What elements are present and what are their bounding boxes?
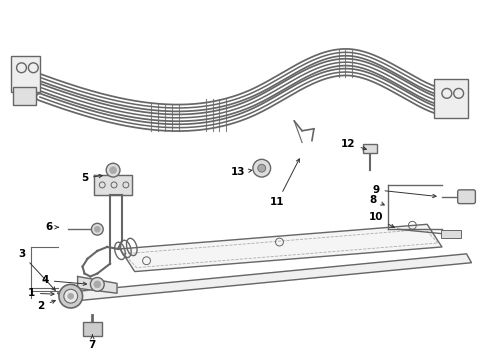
Text: 1: 1 (28, 288, 54, 298)
Polygon shape (120, 224, 442, 271)
Circle shape (258, 164, 266, 172)
FancyBboxPatch shape (82, 322, 102, 336)
FancyBboxPatch shape (458, 190, 475, 204)
Polygon shape (77, 276, 117, 293)
Text: 12: 12 (341, 139, 367, 150)
Circle shape (94, 281, 101, 288)
Text: 3: 3 (18, 249, 55, 291)
Text: 4: 4 (42, 275, 87, 285)
Text: 2: 2 (38, 300, 55, 311)
Circle shape (253, 159, 270, 177)
Text: 10: 10 (368, 212, 394, 228)
Circle shape (91, 278, 104, 291)
FancyBboxPatch shape (363, 144, 377, 153)
Text: 13: 13 (231, 167, 252, 177)
Circle shape (95, 226, 100, 232)
Text: 7: 7 (89, 335, 96, 350)
FancyBboxPatch shape (13, 87, 36, 105)
Text: 11: 11 (270, 159, 299, 207)
Circle shape (106, 163, 120, 177)
Text: 6: 6 (46, 222, 58, 232)
Circle shape (68, 293, 74, 299)
Polygon shape (58, 254, 471, 302)
Text: 9: 9 (372, 185, 436, 198)
Circle shape (92, 223, 103, 235)
Polygon shape (95, 175, 132, 195)
FancyBboxPatch shape (441, 230, 461, 238)
FancyBboxPatch shape (434, 78, 467, 118)
Circle shape (64, 289, 77, 303)
Text: 8: 8 (369, 195, 384, 205)
Circle shape (110, 167, 117, 174)
Text: 5: 5 (81, 173, 102, 183)
Circle shape (59, 284, 82, 308)
FancyBboxPatch shape (11, 56, 40, 93)
